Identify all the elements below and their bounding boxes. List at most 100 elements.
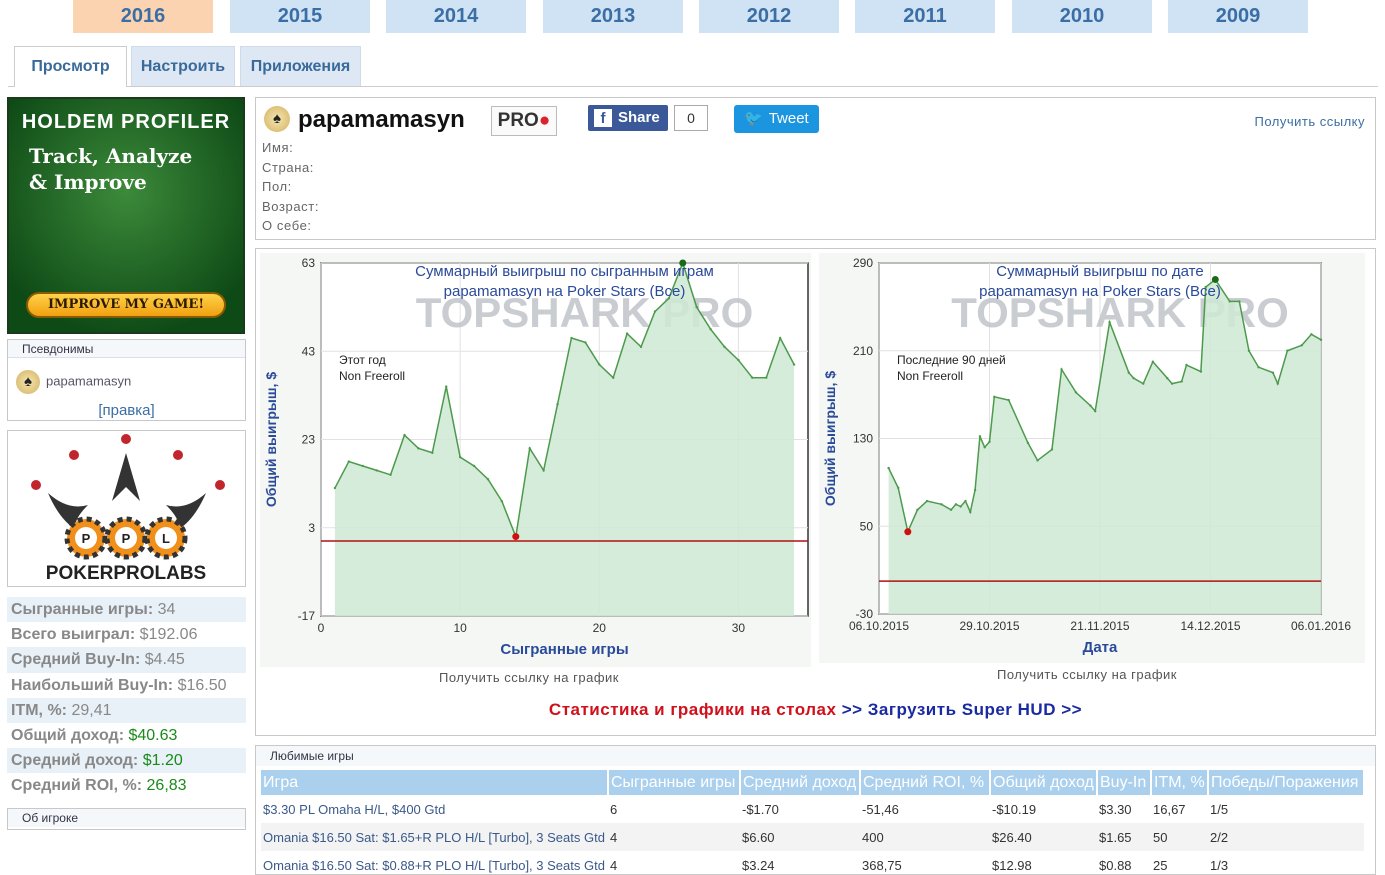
- data-point: [1170, 382, 1174, 385]
- stat-value: 26,83: [146, 777, 187, 795]
- super-hud-promo[interactable]: Статистика и графики на столах >> Загруз…: [256, 700, 1375, 720]
- table-header-row: Игра Сыгранные игры Средний доход Средни…: [261, 770, 1365, 795]
- year-bar: 2016 2015 2014 2013 2012 2011 2010 2009: [0, 0, 1385, 36]
- stat-row: Средний доход: $1.20: [7, 748, 246, 774]
- field-age: Возраст:: [262, 199, 320, 214]
- data-point: [431, 451, 434, 454]
- about-box[interactable]: Об игроке: [7, 808, 246, 830]
- chart-by-date[interactable]: 06.10.2015 29.10.2015 21.11.2015 14.12.2015…: [819, 253, 1365, 663]
- share-label: Share: [618, 109, 660, 126]
- field-gender: Пол:: [262, 179, 292, 194]
- data-point: [1185, 363, 1188, 367]
- game-name[interactable]: Omania $16.50 Sat: $0.88+R PLO H/L [Turb…: [263, 857, 605, 873]
- x-tick-label: 06.01.2016: [1291, 619, 1351, 633]
- alias-name: papamamasyn: [46, 373, 132, 389]
- field-about: О себе:: [262, 218, 312, 233]
- column-header[interactable]: ITM, %: [1151, 770, 1209, 795]
- stat-value: $40.63: [128, 726, 178, 744]
- tab-apps[interactable]: Приложения: [240, 46, 361, 86]
- column-header[interactable]: Средний доход: [740, 770, 861, 795]
- data-point: [1026, 441, 1030, 445]
- year-tab-2014[interactable]: 2014: [386, 0, 526, 33]
- x-axis-label: Сыгранные игры: [500, 641, 628, 658]
- year-tab-2011[interactable]: 2011: [855, 0, 995, 33]
- pokerstars-spade-icon: ♠: [16, 370, 40, 394]
- column-header[interactable]: Средний ROI, %: [860, 770, 991, 795]
- tab-view[interactable]: Просмотр: [14, 46, 127, 87]
- stat-label: Общий доход:: [11, 726, 125, 744]
- table-row[interactable]: $3.30 PL Omaha H/L, $400 Gtd 6 -$1.70 -5…: [261, 795, 1364, 823]
- total-income: $12.98: [992, 857, 1032, 873]
- x-tick-label: 29.10.2015: [959, 619, 1019, 633]
- column-header[interactable]: Победы/Поражения: [1208, 770, 1365, 795]
- tab-settings[interactable]: Настроить: [131, 46, 235, 86]
- year-tab-2009[interactable]: 2009: [1168, 0, 1308, 33]
- facebook-share-button[interactable]: f Share: [588, 105, 668, 131]
- data-point: [751, 376, 754, 379]
- year-tab-2013[interactable]: 2013: [543, 0, 683, 33]
- data-point: [1142, 382, 1145, 385]
- chart-link-date[interactable]: Получить ссылку на график: [997, 667, 1177, 682]
- chart-annotation: Этот год: [339, 353, 386, 367]
- data-point: [417, 447, 420, 450]
- holdem-profiler-banner[interactable]: HOLDEM PROFILER Track, Analyze & Improve…: [7, 97, 245, 334]
- game-name[interactable]: $3.30 PL Omaha H/L, $400 Gtd: [263, 801, 446, 817]
- get-link[interactable]: Получить ссылку: [1254, 114, 1365, 129]
- data-point: [361, 464, 364, 468]
- improve-my-game-button[interactable]: IMPROVE MY GAME!: [26, 292, 226, 318]
- chart-link-games[interactable]: Получить ссылку на график: [439, 670, 619, 685]
- column-header[interactable]: Общий доход: [990, 770, 1098, 795]
- avg-income: $3.24: [742, 857, 775, 873]
- data-point: [964, 499, 967, 503]
- pro-badge: PRO●: [491, 106, 557, 136]
- y-axis-label: Общий выигрыш, $: [822, 371, 838, 506]
- x-tick-label: 20: [593, 621, 607, 635]
- year-tab-2016[interactable]: 2016: [73, 0, 213, 33]
- download-hud-link[interactable]: >> Загрузить Super HUD >>: [841, 700, 1083, 719]
- data-point: [978, 435, 982, 438]
- data-point: [500, 500, 504, 503]
- data-point: [458, 455, 462, 459]
- share-count: 0: [674, 105, 708, 131]
- data-point: [1151, 360, 1155, 363]
- data-point: [916, 508, 919, 511]
- pokerprolabs-logo[interactable]: P P L POKERPROLABS: [7, 430, 246, 587]
- data-point: [969, 510, 972, 514]
- data-point: [1319, 338, 1323, 341]
- max-marker: [679, 259, 687, 267]
- itm: 16,67: [1153, 801, 1186, 817]
- column-header[interactable]: Сыгранные игры: [608, 770, 741, 795]
- data-point: [1257, 366, 1260, 369]
- column-header[interactable]: Игра: [261, 770, 609, 795]
- total-income: -$10.19: [992, 801, 1037, 817]
- buy-in: $0.88: [1099, 857, 1132, 873]
- year-tab-2012[interactable]: 2012: [699, 0, 839, 33]
- alias-edit-link[interactable]: [правка]: [98, 402, 155, 419]
- table-row[interactable]: Omania $16.50 Sat: $0.88+R PLO H/L [Turb…: [261, 851, 1364, 874]
- column-header[interactable]: Buy-In: [1097, 770, 1152, 795]
- data-point: [1247, 349, 1251, 352]
- series-line: [334, 260, 795, 540]
- data-point: [1228, 300, 1231, 303]
- year-tab-2010[interactable]: 2010: [1012, 0, 1152, 33]
- chart-annotation: Последние 90 дней: [897, 353, 1006, 367]
- games-played: 4: [608, 823, 740, 851]
- itm: 50: [1151, 823, 1208, 851]
- stat-row: Наибольший Buy-In: $16.50: [7, 673, 246, 698]
- data-point: [1093, 409, 1097, 413]
- tweet-button[interactable]: 🐦 Tweet: [734, 105, 819, 133]
- data-point: [993, 395, 996, 399]
- stat-row: Сыгранные игры: 34: [7, 597, 246, 623]
- buy-in: $1.65: [1097, 823, 1151, 851]
- data-point: [1204, 285, 1207, 289]
- data-point: [1276, 382, 1279, 385]
- game-name[interactable]: Omania $16.50 Sat: $1.65+R PLO H/L [Turb…: [261, 823, 608, 851]
- table-row[interactable]: Omania $16.50 Sat: $1.65+R PLO H/L [Turb…: [261, 823, 1364, 851]
- player-stats: Сыгранные игры: 34 Всего выиграл: $192.0…: [7, 597, 246, 799]
- data-point: [1007, 398, 1010, 402]
- aliases-box: Псевдонимы ♠ papamamasyn [правка]: [7, 339, 246, 421]
- year-tab-2015[interactable]: 2015: [230, 0, 370, 33]
- total-income: $26.40: [990, 823, 1097, 851]
- max-marker: [1211, 275, 1219, 283]
